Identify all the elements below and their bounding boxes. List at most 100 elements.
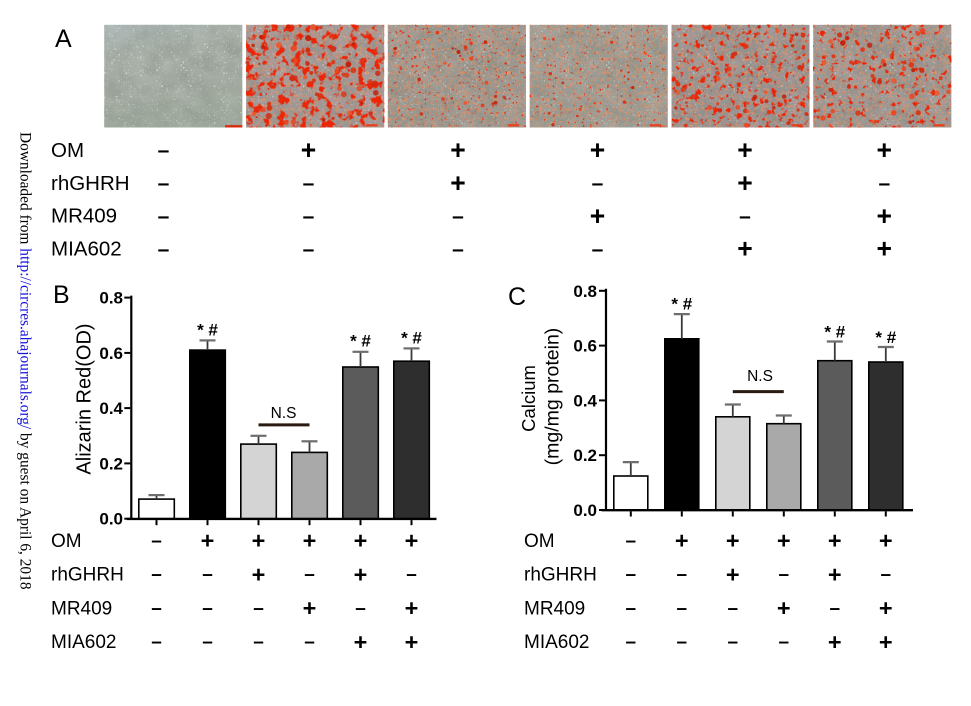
svg-text:–: – xyxy=(779,565,790,586)
svg-text:+: + xyxy=(828,629,842,655)
svg-text:+: + xyxy=(737,168,752,198)
svg-text:MIA602: MIA602 xyxy=(51,632,116,653)
svg-text:+: + xyxy=(201,528,215,554)
svg-text:+: + xyxy=(301,135,316,165)
svg-text:–: – xyxy=(592,238,604,261)
svg-text:+: + xyxy=(737,135,752,165)
svg-text:* #: * # xyxy=(197,320,218,339)
svg-text:MIA602: MIA602 xyxy=(51,238,122,261)
svg-text:+: + xyxy=(405,629,419,655)
svg-text:–: – xyxy=(881,565,892,586)
svg-text:0.6: 0.6 xyxy=(573,337,597,356)
svg-text:0.4: 0.4 xyxy=(99,399,123,418)
svg-text:–: – xyxy=(626,565,637,586)
svg-text:+: + xyxy=(303,595,317,621)
svg-text:–: – xyxy=(303,205,315,228)
svg-text:–: – xyxy=(151,598,162,619)
svg-text:–: – xyxy=(151,565,162,586)
svg-text:+: + xyxy=(777,528,791,554)
svg-text:0.2: 0.2 xyxy=(573,446,597,465)
svg-text:–: – xyxy=(677,598,688,619)
svg-text:MR409: MR409 xyxy=(51,598,112,619)
svg-text:–: – xyxy=(202,632,213,653)
svg-text:* #: * # xyxy=(875,328,896,347)
svg-text:–: – xyxy=(151,632,162,653)
svg-text:Alizarin Red(OD): Alizarin Red(OD) xyxy=(73,323,95,474)
svg-text:–: – xyxy=(677,565,688,586)
svg-text:rhGHRH: rhGHRH xyxy=(51,565,124,586)
svg-text:A: A xyxy=(55,25,72,53)
svg-text:–: – xyxy=(677,632,688,653)
svg-text:+: + xyxy=(303,528,317,554)
svg-text:* #: * # xyxy=(671,295,692,314)
svg-text:Downloaded from http://circres: Downloaded from http://circres.ahajourna… xyxy=(17,132,34,590)
svg-text:–: – xyxy=(158,238,170,261)
svg-text:+: + xyxy=(675,528,689,554)
svg-text:B: B xyxy=(53,281,70,309)
svg-text:+: + xyxy=(252,528,266,554)
svg-text:* #: * # xyxy=(401,329,422,348)
svg-text:+: + xyxy=(405,595,419,621)
svg-text:–: – xyxy=(304,565,315,586)
svg-text:+: + xyxy=(405,528,419,554)
svg-text:–: – xyxy=(592,172,604,195)
svg-text:–: – xyxy=(452,238,464,261)
svg-text:rhGHRH: rhGHRH xyxy=(51,172,130,195)
svg-text:N.S: N.S xyxy=(271,405,297,422)
svg-text:–: – xyxy=(355,598,366,619)
svg-text:+: + xyxy=(877,135,892,165)
svg-text:–: – xyxy=(202,565,213,586)
svg-text:+: + xyxy=(354,528,368,554)
svg-text:–: – xyxy=(626,632,637,653)
svg-text:+: + xyxy=(879,528,893,554)
svg-text:+: + xyxy=(354,561,368,587)
svg-text:+: + xyxy=(828,561,842,587)
svg-text:+: + xyxy=(877,201,892,231)
svg-text:+: + xyxy=(726,528,740,554)
svg-text:+: + xyxy=(879,629,893,655)
svg-text:Calcium: Calcium xyxy=(518,365,539,432)
svg-text:–: – xyxy=(626,531,637,552)
svg-text:–: – xyxy=(739,205,751,228)
svg-text:+: + xyxy=(450,135,465,165)
svg-text:MIA602: MIA602 xyxy=(524,632,589,653)
svg-text:(mg/mg protein): (mg/mg protein) xyxy=(542,328,564,466)
svg-text:0.0: 0.0 xyxy=(99,510,123,529)
svg-text:* #: * # xyxy=(824,322,845,341)
svg-text:0.4: 0.4 xyxy=(573,391,597,410)
svg-text:0.8: 0.8 xyxy=(99,289,123,308)
svg-text:MR409: MR409 xyxy=(524,598,585,619)
svg-text:–: – xyxy=(158,205,170,228)
svg-text:–: – xyxy=(779,632,790,653)
svg-text:–: – xyxy=(878,172,890,195)
svg-text:–: – xyxy=(158,172,170,195)
svg-text:+: + xyxy=(879,595,893,621)
svg-text:* #: * # xyxy=(350,332,371,351)
svg-text:OM: OM xyxy=(51,139,84,162)
svg-text:+: + xyxy=(450,168,465,198)
svg-text:–: – xyxy=(253,598,264,619)
svg-text:–: – xyxy=(151,531,162,552)
svg-text:+: + xyxy=(737,234,752,264)
svg-text:0.8: 0.8 xyxy=(573,282,597,301)
svg-text:+: + xyxy=(777,595,791,621)
svg-text:C: C xyxy=(508,283,526,311)
svg-text:–: – xyxy=(406,565,417,586)
svg-text:0.2: 0.2 xyxy=(99,454,123,473)
svg-text:+: + xyxy=(590,201,605,231)
svg-text:OM: OM xyxy=(524,531,555,552)
svg-text:–: – xyxy=(728,598,739,619)
svg-text:+: + xyxy=(877,234,892,264)
svg-text:–: – xyxy=(303,172,315,195)
svg-text:–: – xyxy=(626,598,637,619)
svg-text:+: + xyxy=(726,561,740,587)
svg-text:+: + xyxy=(252,561,266,587)
svg-text:+: + xyxy=(828,528,842,554)
svg-text:N.S: N.S xyxy=(747,368,773,385)
svg-text:–: – xyxy=(158,139,170,162)
svg-text:–: – xyxy=(830,598,841,619)
svg-text:–: – xyxy=(452,205,464,228)
svg-text:–: – xyxy=(728,632,739,653)
svg-text:–: – xyxy=(253,632,264,653)
svg-text:rhGHRH: rhGHRH xyxy=(524,565,597,586)
